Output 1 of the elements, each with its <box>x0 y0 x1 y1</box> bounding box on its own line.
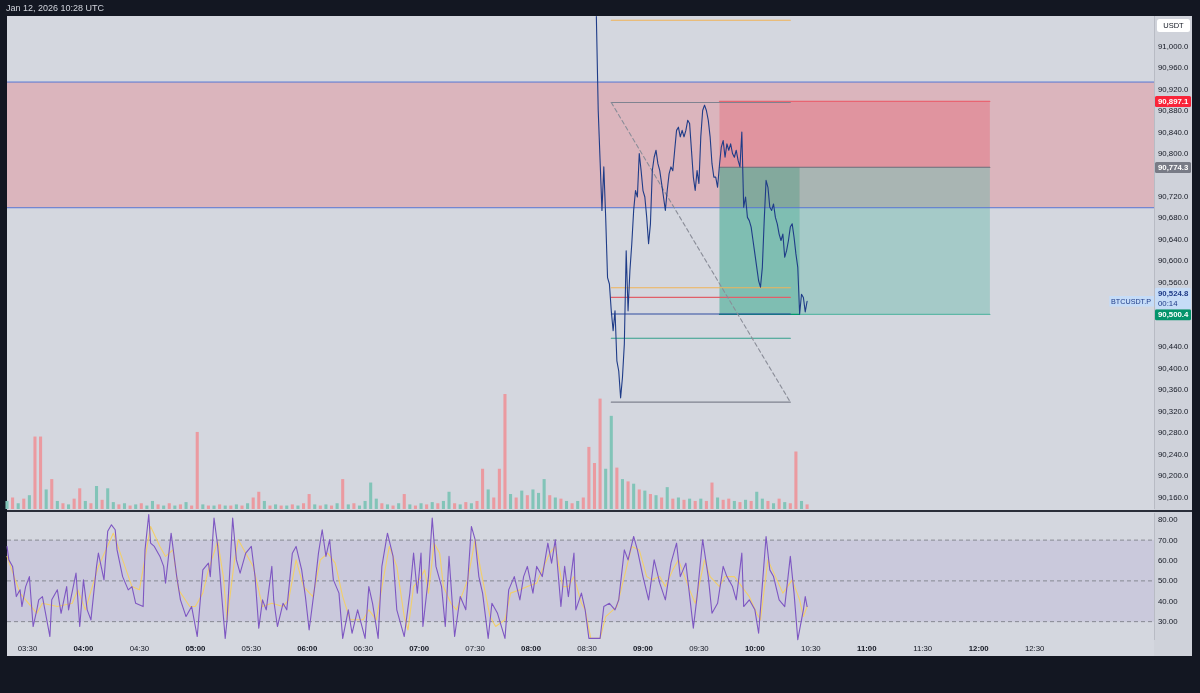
text: Jan 12, 2026 10:28 UTC <box>6 3 105 13</box>
